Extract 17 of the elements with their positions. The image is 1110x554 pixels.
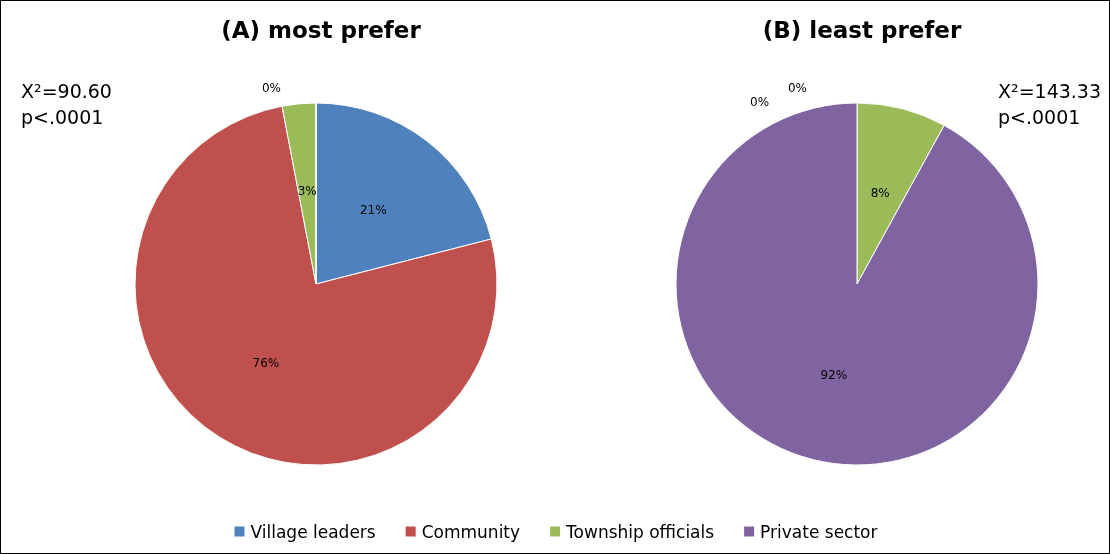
text: 0% <box>261 81 281 95</box>
legend-label: Private sector <box>760 521 878 542</box>
data-label: 76% <box>252 355 280 370</box>
text: 0% <box>750 95 770 109</box>
text: p<.0001 <box>21 105 104 128</box>
slice-label: (B) least prefer <box>762 16 962 43</box>
data-label: 21% <box>359 203 387 218</box>
text: X²=90.60 <box>21 79 112 102</box>
legend-label: Township officials <box>565 521 715 542</box>
legend-label: Community <box>421 521 521 542</box>
data-label: 8% <box>870 186 890 201</box>
text: p<.0001 <box>998 105 1081 128</box>
data-label: 92% <box>820 367 848 382</box>
text: 0% <box>787 81 807 95</box>
slice-label: (A) most prefer <box>221 16 422 43</box>
text: X²=143.33 <box>998 79 1102 102</box>
legend-label: Village leaders <box>250 521 376 542</box>
